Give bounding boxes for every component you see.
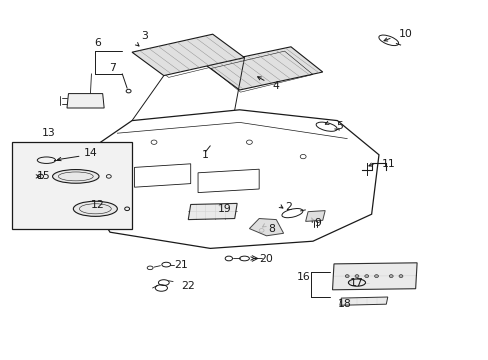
Bar: [12, 142, 132, 229]
Text: 22: 22: [181, 281, 195, 291]
Ellipse shape: [73, 201, 117, 216]
Polygon shape: [249, 219, 283, 236]
Text: 9: 9: [314, 218, 321, 228]
Ellipse shape: [259, 229, 264, 232]
Ellipse shape: [374, 275, 378, 278]
Ellipse shape: [52, 170, 99, 183]
Text: 17: 17: [349, 278, 363, 288]
Text: 5: 5: [336, 121, 343, 131]
Text: 12: 12: [91, 200, 104, 210]
Ellipse shape: [300, 154, 305, 159]
Text: 3: 3: [141, 31, 147, 41]
Text: 6: 6: [94, 38, 101, 48]
Text: 2: 2: [285, 202, 291, 212]
Text: 14: 14: [83, 148, 97, 158]
Text: 15: 15: [37, 171, 51, 181]
Polygon shape: [205, 47, 322, 90]
Ellipse shape: [345, 275, 348, 278]
Polygon shape: [132, 34, 244, 76]
Text: 8: 8: [267, 224, 274, 234]
Ellipse shape: [354, 275, 358, 278]
Ellipse shape: [364, 275, 368, 278]
Text: 1: 1: [202, 150, 208, 160]
Ellipse shape: [151, 140, 157, 144]
Polygon shape: [67, 94, 104, 108]
Polygon shape: [339, 297, 387, 305]
Ellipse shape: [398, 275, 402, 278]
Text: 19: 19: [218, 204, 231, 214]
Polygon shape: [305, 211, 325, 221]
Text: 20: 20: [259, 254, 273, 264]
Text: 13: 13: [42, 128, 56, 138]
Ellipse shape: [388, 275, 392, 278]
Text: 21: 21: [174, 260, 187, 270]
Text: 7: 7: [109, 63, 116, 73]
Text: 4: 4: [272, 81, 279, 91]
Ellipse shape: [246, 140, 252, 144]
Text: 10: 10: [398, 29, 412, 39]
Text: 11: 11: [381, 159, 395, 169]
Text: 18: 18: [337, 299, 351, 309]
Polygon shape: [188, 203, 237, 220]
Polygon shape: [332, 263, 416, 290]
Text: 16: 16: [296, 272, 309, 282]
